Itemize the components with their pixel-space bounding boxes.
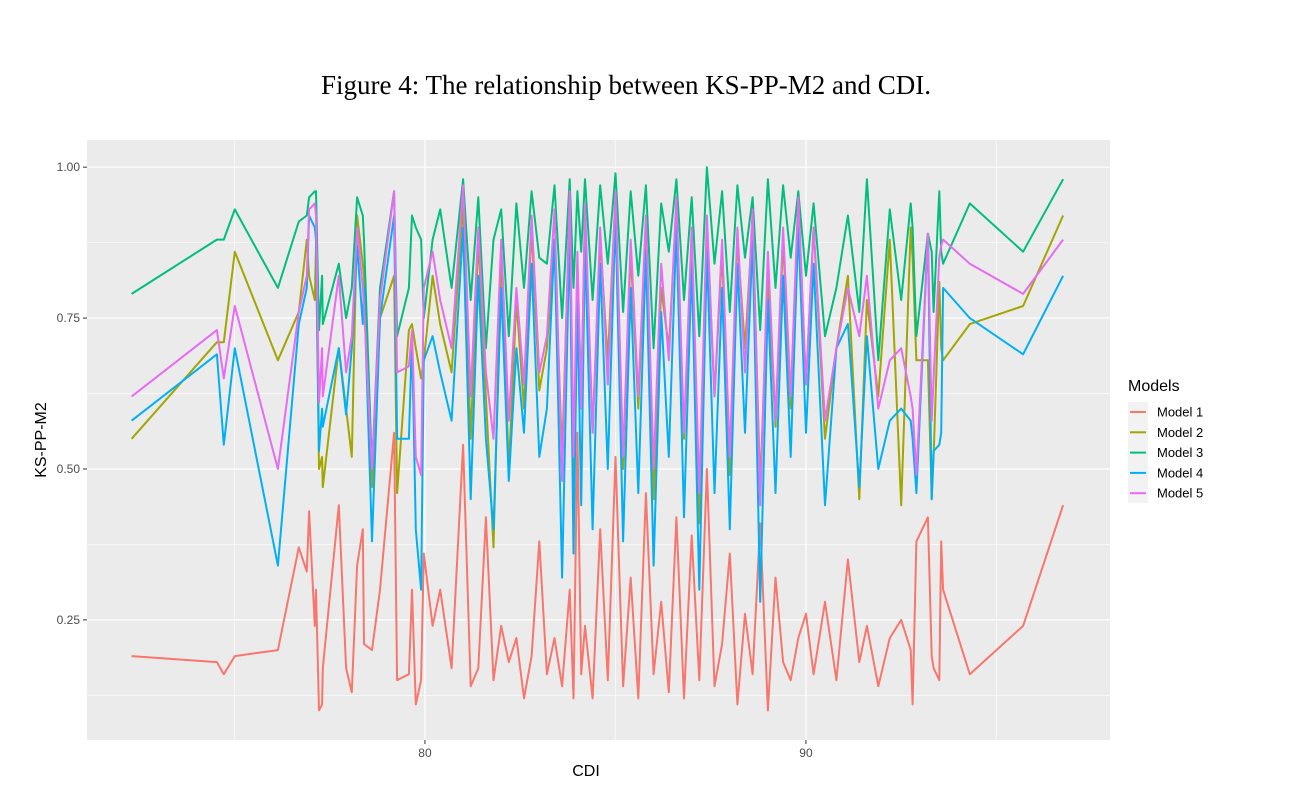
figure-title: Figure 4: The relationship between KS-PP… <box>321 70 931 100</box>
series-lines <box>130 166 1065 712</box>
series-line-model-3 <box>131 166 1064 470</box>
legend-label-model-2: Model 2 <box>1157 425 1203 440</box>
y-axis-label: KS-PP-M2 <box>33 402 50 478</box>
series-line-model-1 <box>131 431 1065 712</box>
x-axis-label: CDI <box>572 763 600 780</box>
legend-label-model-3: Model 3 <box>1157 445 1203 460</box>
legend-label-model-5: Model 5 <box>1157 486 1203 501</box>
y-tick-label: 0.25 <box>57 613 81 627</box>
y-tick-label: 0.50 <box>57 462 81 476</box>
legend: Models Model 1 Model 2 Model 3 Model 4 Model… <box>1128 378 1203 503</box>
y-tick-label: 0.75 <box>57 311 81 325</box>
plot-panel <box>87 140 1110 740</box>
axis-ticks: 0.25 0.50 0.75 1.00 80 90 <box>57 160 813 760</box>
x-tick-label: 80 <box>418 746 432 760</box>
legend-title: Models <box>1128 378 1180 395</box>
legend-label-model-1: Model 1 <box>1157 405 1203 420</box>
x-tick-label: 90 <box>799 746 813 760</box>
legend-label-model-4: Model 4 <box>1157 465 1203 480</box>
series-line-model-5 <box>130 184 1064 507</box>
y-tick-label: 1.00 <box>57 160 81 174</box>
series-line-model-4 <box>130 214 1064 603</box>
